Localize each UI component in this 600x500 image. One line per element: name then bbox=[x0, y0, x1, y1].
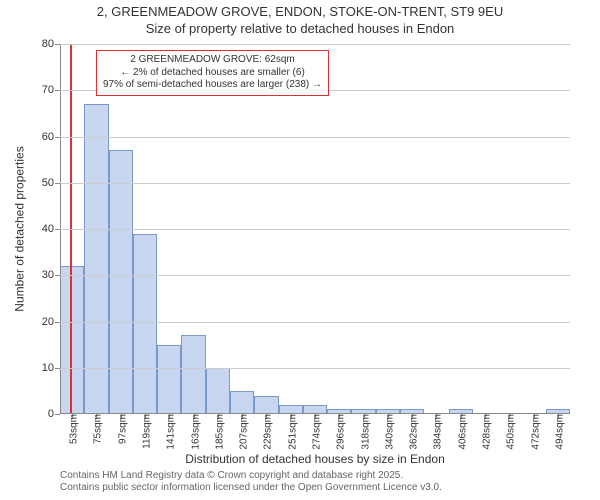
y-axis-label: Number of detached properties bbox=[12, 44, 28, 414]
xtick-label: 229sqm bbox=[259, 414, 274, 450]
xtick-label: 406sqm bbox=[453, 414, 468, 450]
xtick-label: 340sqm bbox=[380, 414, 395, 450]
x-axis-label: Distribution of detached houses by size … bbox=[60, 452, 570, 466]
histogram-bar bbox=[181, 335, 205, 414]
xtick-label: 141sqm bbox=[162, 414, 177, 450]
histogram-bar bbox=[254, 396, 278, 415]
ytick-label: 0 bbox=[48, 408, 60, 420]
xtick-label: 296sqm bbox=[332, 414, 347, 450]
title-line-1: 2, GREENMEADOW GROVE, ENDON, STOKE-ON-TR… bbox=[0, 4, 600, 21]
chart-title: 2, GREENMEADOW GROVE, ENDON, STOKE-ON-TR… bbox=[0, 4, 600, 38]
xtick-label: 450sqm bbox=[502, 414, 517, 450]
ytick-label: 80 bbox=[42, 38, 60, 50]
gridline bbox=[60, 229, 570, 230]
xtick-label: 53sqm bbox=[65, 414, 80, 444]
gridline bbox=[60, 275, 570, 276]
histogram-bar bbox=[206, 368, 230, 414]
footer-note: Contains HM Land Registry data © Crown c… bbox=[60, 470, 442, 494]
histogram-bar bbox=[157, 345, 181, 414]
xtick-label: 494sqm bbox=[550, 414, 565, 450]
y-axis-label-text: Number of detached properties bbox=[13, 146, 27, 311]
ytick-label: 50 bbox=[42, 177, 60, 189]
histogram-bar bbox=[133, 234, 157, 414]
plot-area: 0102030405060708053sqm75sqm97sqm119sqm14… bbox=[60, 44, 570, 414]
gridline bbox=[60, 368, 570, 369]
ytick-label: 60 bbox=[42, 131, 60, 143]
xtick-label: 384sqm bbox=[429, 414, 444, 450]
annotation-line-2: ← 2% of detached houses are smaller (6) bbox=[120, 67, 305, 78]
gridline bbox=[60, 183, 570, 184]
histogram-bar bbox=[230, 391, 254, 414]
gridline bbox=[60, 137, 570, 138]
gridline bbox=[60, 44, 570, 45]
ytick-label: 30 bbox=[42, 269, 60, 281]
annotation-line-3: 97% of semi-detached houses are larger (… bbox=[103, 79, 322, 90]
xtick-label: 207sqm bbox=[235, 414, 250, 450]
xtick-label: 428sqm bbox=[478, 414, 493, 450]
xtick-label: 185sqm bbox=[210, 414, 225, 450]
ytick-label: 70 bbox=[42, 84, 60, 96]
ytick-label: 40 bbox=[42, 223, 60, 235]
xtick-label: 251sqm bbox=[283, 414, 298, 450]
chart-container: 2, GREENMEADOW GROVE, ENDON, STOKE-ON-TR… bbox=[0, 0, 600, 500]
xtick-label: 318sqm bbox=[356, 414, 371, 450]
xtick-label: 119sqm bbox=[138, 414, 153, 449]
xtick-label: 163sqm bbox=[186, 414, 201, 450]
xtick-label: 472sqm bbox=[526, 414, 541, 450]
gridline bbox=[60, 322, 570, 323]
annotation-line-1: 2 GREENMEADOW GROVE: 62sqm bbox=[130, 54, 294, 65]
ytick-label: 20 bbox=[42, 316, 60, 328]
xtick-label: 362sqm bbox=[405, 414, 420, 450]
xtick-label: 274sqm bbox=[308, 414, 323, 450]
title-line-2: Size of property relative to detached ho… bbox=[0, 21, 600, 38]
histogram-bar bbox=[109, 150, 133, 414]
footer-line-1: Contains HM Land Registry data © Crown c… bbox=[60, 470, 403, 481]
xtick-label: 97sqm bbox=[113, 414, 128, 444]
footer-line-2: Contains public sector information licen… bbox=[60, 482, 442, 493]
xtick-label: 75sqm bbox=[89, 414, 104, 444]
ytick-label: 10 bbox=[42, 362, 60, 374]
histogram-bar bbox=[60, 266, 84, 414]
annotation-box: 2 GREENMEADOW GROVE: 62sqm ← 2% of detach… bbox=[96, 50, 329, 96]
